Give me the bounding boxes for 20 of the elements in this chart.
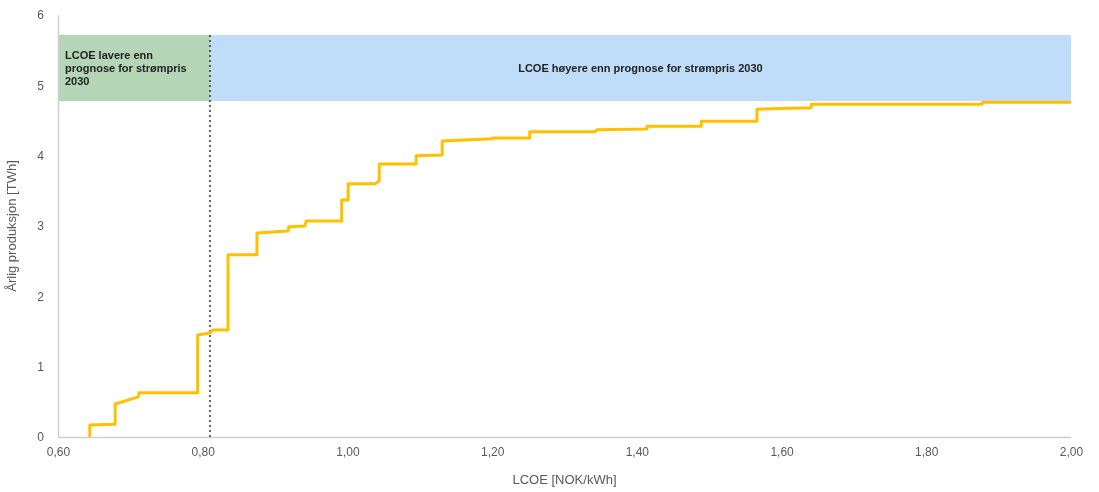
band-label: LCOE lavere enn prognose for strømpris 2030 <box>65 48 187 87</box>
y-tick-label: 0 <box>37 430 45 445</box>
x-axis-title: LCOE [NOK/kWh] <box>512 472 617 487</box>
y-tick-label: 3 <box>37 219 45 234</box>
x-tick-label: 1,40 <box>625 444 650 459</box>
y-tick-label: 2 <box>37 289 45 304</box>
line-series <box>88 100 1073 439</box>
x-tick-label: 1,20 <box>480 444 505 459</box>
y-tick-label: 6 <box>37 8 45 23</box>
x-tick-label: 0,60 <box>46 444 71 459</box>
y-tick-label: 1 <box>37 360 45 375</box>
x-tick-label: 1,00 <box>336 444 360 459</box>
x-tick-label: 1,60 <box>770 444 795 459</box>
y-axis-title: Årlig produksjon [TWh] <box>4 160 19 292</box>
y-tick-label: 4 <box>37 149 45 164</box>
x-tick-label: 1,80 <box>915 444 939 459</box>
y-tick-label: 5 <box>37 78 45 93</box>
band-label: LCOE høyere enn prognose for strømpris 2030 <box>518 61 763 74</box>
x-tick-label: 0,80 <box>191 444 216 459</box>
x-tick-label: 2,00 <box>1059 444 1084 459</box>
